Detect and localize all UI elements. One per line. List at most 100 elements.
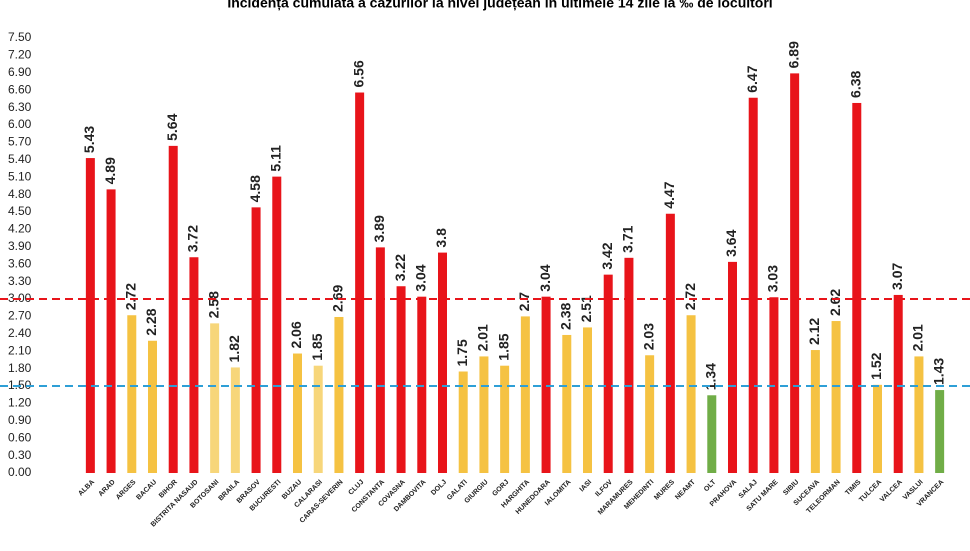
- bar: [541, 296, 551, 473]
- bar: [810, 350, 820, 473]
- data-label: 2.28: [143, 308, 159, 335]
- x-tick-label: ARGES: [115, 479, 138, 502]
- data-label: 2.7: [516, 292, 532, 312]
- y-tick-label: 1.20: [8, 396, 32, 410]
- bar: [873, 384, 882, 473]
- data-label: 3.42: [599, 242, 615, 269]
- data-label: 3.64: [723, 229, 739, 256]
- bar: [728, 261, 737, 473]
- x-tick-label: TIMIS: [844, 479, 862, 497]
- bar: [935, 390, 945, 473]
- data-label: 3.07: [889, 262, 905, 289]
- bar: [831, 321, 841, 473]
- data-label: 2.01: [475, 324, 491, 351]
- data-label: 5.64: [164, 113, 180, 140]
- bar: [148, 340, 157, 473]
- y-tick-label: 5.10: [8, 169, 32, 183]
- bar: [127, 315, 137, 473]
- bar: [707, 395, 717, 473]
- bar: [334, 316, 344, 473]
- x-tick-label: MURES: [653, 479, 676, 502]
- bar: [189, 257, 199, 473]
- y-tick-label: 5.70: [8, 135, 32, 149]
- bar: [645, 355, 655, 473]
- x-tick-label: SIBIU: [782, 479, 800, 497]
- x-tick-label: OLT: [703, 478, 718, 493]
- bar: [562, 334, 572, 473]
- bar: [893, 294, 903, 473]
- data-label: 3.89: [371, 215, 387, 242]
- y-tick-label: 3.30: [8, 274, 32, 288]
- data-label: 2.51: [578, 295, 594, 322]
- data-label: 5.43: [81, 126, 97, 153]
- data-label: 3.71: [620, 225, 636, 252]
- data-label: 6.89: [785, 41, 801, 68]
- y-tick-label: 4.80: [8, 187, 32, 201]
- bar: [603, 274, 613, 473]
- data-label: 5.11: [267, 145, 283, 172]
- data-label: 1.34: [702, 363, 718, 390]
- x-tick-label: GORJ: [491, 479, 510, 498]
- y-tick-label: 0.90: [8, 413, 32, 427]
- data-label: 2.03: [640, 323, 656, 350]
- data-label: 2.72: [682, 283, 698, 310]
- y-tick-label: 0.30: [8, 448, 32, 462]
- x-tick-label: VALCEA: [879, 479, 904, 504]
- bar: [272, 176, 282, 473]
- bar: [583, 327, 592, 473]
- y-tick-label: 0.60: [8, 430, 32, 444]
- bar: [313, 365, 323, 473]
- y-tick-label: 0.00: [8, 465, 32, 479]
- y-tick-label: 2.40: [8, 326, 32, 340]
- bar: [417, 296, 427, 473]
- y-tick-label: 2.10: [8, 343, 32, 357]
- bar: [293, 353, 302, 473]
- data-label: 1.52: [868, 352, 884, 379]
- data-label: 3.22: [392, 254, 408, 281]
- data-label: 2.12: [806, 318, 822, 345]
- x-tick-label: ARAD: [98, 479, 117, 498]
- data-label: 2.69: [330, 285, 346, 312]
- bar: [852, 102, 862, 474]
- data-label: 3.8: [433, 228, 449, 248]
- bar: [85, 158, 95, 473]
- x-tick-label: DOLJ: [430, 479, 448, 497]
- data-label: 2.38: [557, 302, 573, 329]
- data-label: 6.47: [744, 65, 760, 92]
- data-label: 3.03: [765, 265, 781, 292]
- bar: [106, 189, 116, 473]
- bar: [230, 367, 240, 473]
- bar: [624, 257, 634, 473]
- bar: [520, 316, 530, 473]
- bar: [355, 92, 365, 474]
- bar: [210, 323, 220, 473]
- bar: [251, 207, 261, 474]
- x-tick-label: IASI: [579, 479, 594, 494]
- data-label: 3.72: [185, 225, 201, 252]
- bar: [748, 97, 758, 474]
- data-label: 1.43: [930, 358, 946, 385]
- x-tick-label: NEAMT: [674, 478, 697, 501]
- y-tick-label: 3.90: [8, 239, 32, 253]
- bar: [438, 252, 447, 473]
- bar: [790, 73, 800, 473]
- y-tick-label: 4.20: [8, 222, 32, 236]
- x-tick-label: ALBA: [77, 479, 96, 498]
- bar: [479, 356, 489, 473]
- y-tick-label: 6.90: [8, 65, 32, 79]
- data-label: 6.56: [350, 60, 366, 87]
- y-tick-label: 7.20: [8, 48, 32, 62]
- y-tick-label: 1.80: [8, 361, 32, 375]
- chart-title: Incidența cumulată a cazurilor la nivel …: [227, 0, 772, 11]
- bar: [396, 286, 406, 473]
- data-label: 2.62: [827, 289, 843, 316]
- y-tick-label: 2.70: [8, 309, 32, 323]
- bar: [665, 213, 675, 474]
- y-tick-label: 3.60: [8, 256, 32, 270]
- y-tick-label: 6.30: [8, 100, 32, 114]
- data-label: 4.58: [247, 175, 263, 202]
- bar: [686, 315, 696, 473]
- bar: [500, 365, 510, 473]
- y-tick-label: 6.00: [8, 117, 32, 131]
- data-label: 2.01: [910, 324, 926, 351]
